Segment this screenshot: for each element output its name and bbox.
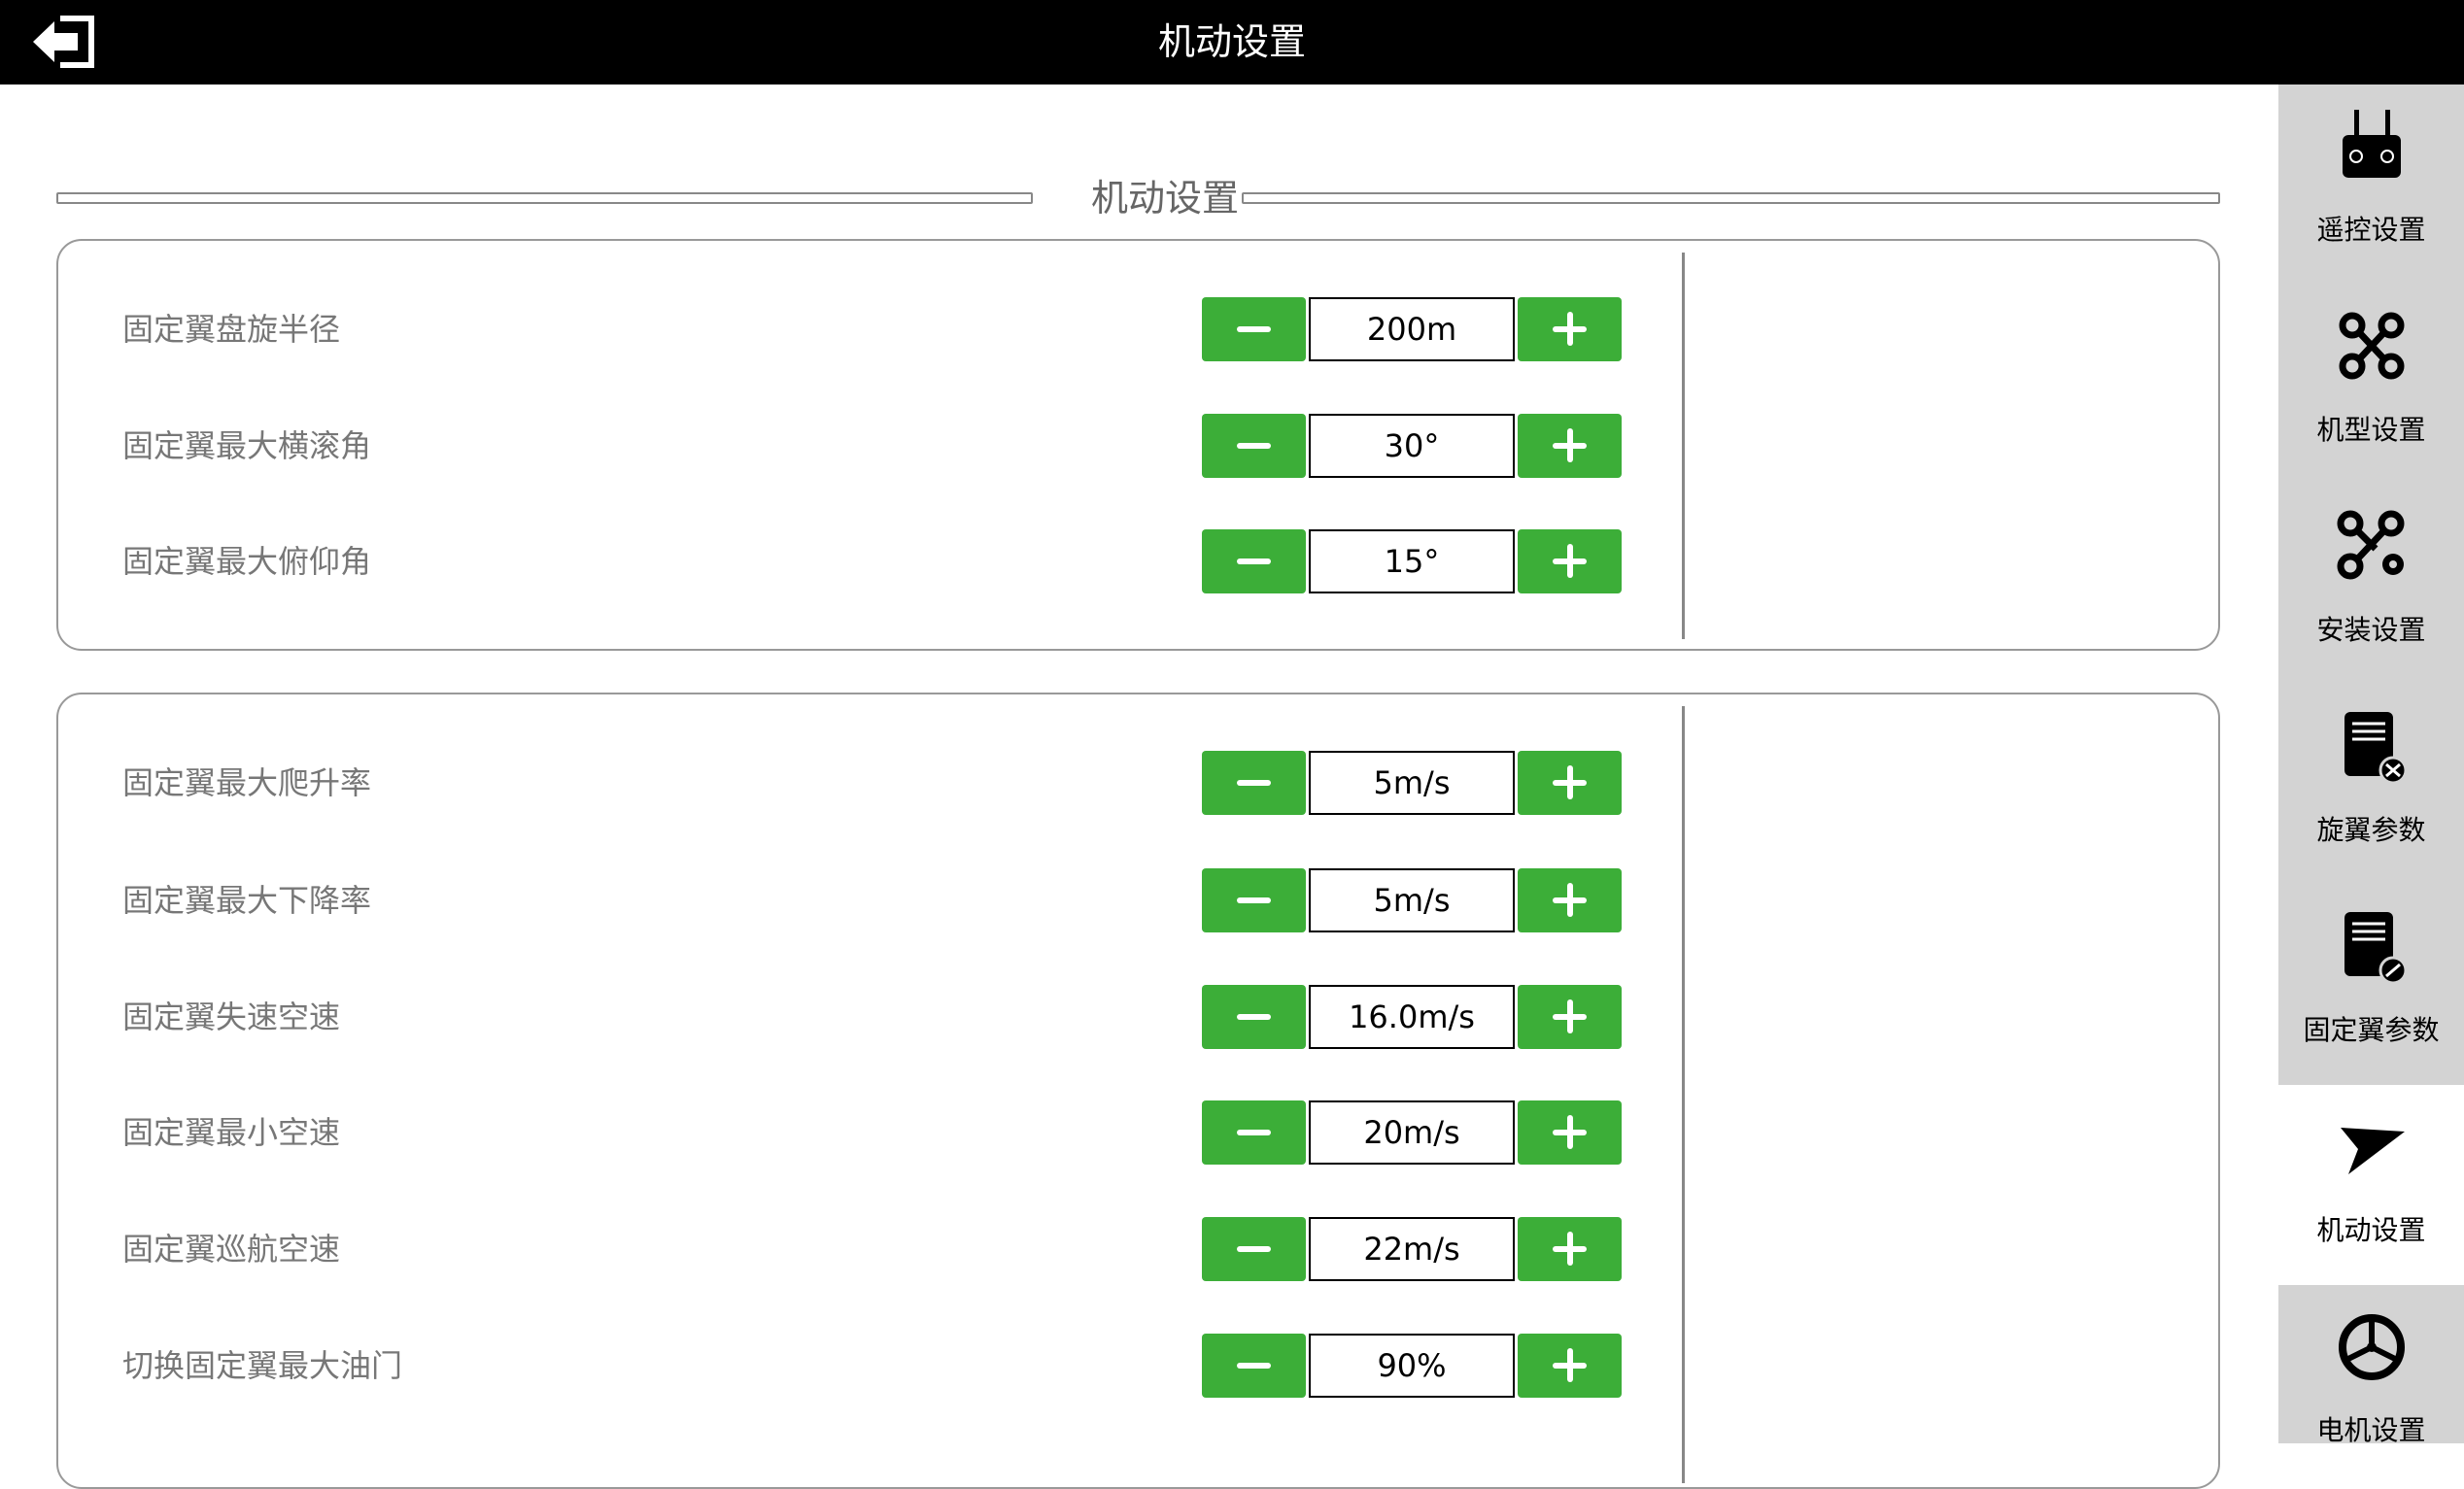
value-field[interactable]: 200m — [1309, 297, 1515, 361]
decrement-button[interactable] — [1202, 985, 1306, 1049]
decrement-button[interactable] — [1202, 751, 1306, 815]
quadcopter-icon — [2339, 312, 2405, 380]
plus-icon-vertical — [1567, 312, 1573, 346]
value-field[interactable]: 5m/s — [1309, 751, 1515, 815]
sidebar-item-rotor-params[interactable]: 旋翼参数 — [2278, 685, 2464, 885]
setting-label: 固定翼最小空速 — [122, 1114, 341, 1151]
back-arrow-icon — [33, 16, 94, 68]
minus-icon — [1237, 558, 1271, 564]
sidebar-item-motor[interactable]: 电机设置 — [2278, 1285, 2464, 1485]
increment-button[interactable] — [1518, 529, 1622, 593]
sidebar-item-label: 旋翼参数 — [2316, 814, 2426, 846]
decrement-button[interactable] — [1202, 868, 1306, 932]
divider — [1682, 253, 1685, 639]
setting-row: 固定翼最大下降率 5m/s — [58, 868, 1710, 932]
increment-button[interactable] — [1518, 297, 1622, 361]
minus-icon — [1237, 443, 1271, 449]
value-field[interactable]: 20m/s — [1309, 1100, 1515, 1165]
value-field[interactable]: 30° — [1309, 414, 1515, 478]
sidebar-item-label: 遥控设置 — [2316, 214, 2426, 246]
setting-row: 固定翼最大俯仰角 15° — [58, 529, 1710, 593]
plus-icon-vertical — [1567, 544, 1573, 578]
setting-row: 固定翼盘旋半径 200m — [58, 297, 1710, 361]
sidebar-item-drone-gear[interactable]: 安装设置 — [2278, 485, 2464, 685]
page-title: 机动设置 — [1157, 20, 1306, 63]
minus-icon — [1237, 897, 1271, 903]
setting-label: 固定翼最大俯仰角 — [122, 543, 372, 580]
minus-icon — [1237, 1363, 1271, 1369]
value-field[interactable]: 22m/s — [1309, 1217, 1515, 1281]
plus-icon-vertical — [1567, 883, 1573, 917]
sidebar-item-label: 安装设置 — [2316, 614, 2426, 646]
minus-icon — [1237, 326, 1271, 332]
sidebar-item-remote-controller[interactable]: 遥控设置 — [2278, 85, 2464, 285]
divider — [56, 192, 1033, 204]
setting-row: 固定翼最大横滚角 30° — [58, 414, 1710, 478]
sidebar-item-label: 机型设置 — [2316, 414, 2426, 446]
minus-icon — [1237, 1130, 1271, 1135]
fixed-wing-params-icon — [2344, 912, 2407, 984]
sidebar-item-label: 机动设置 — [2316, 1214, 2426, 1246]
header: 机动设置 — [0, 0, 2464, 85]
setting-label: 固定翼最大横滚角 — [122, 427, 372, 464]
maneuver-icon — [2341, 1128, 2405, 1174]
setting-row: 固定翼最小空速 20m/s — [58, 1100, 1710, 1165]
decrement-button[interactable] — [1202, 1334, 1306, 1398]
decrement-button[interactable] — [1202, 529, 1306, 593]
divider — [1242, 192, 2220, 204]
value-field[interactable]: 15° — [1309, 529, 1515, 593]
drone-gear-icon — [2337, 510, 2405, 580]
increment-button[interactable] — [1518, 1217, 1622, 1281]
plus-icon-vertical — [1567, 428, 1573, 462]
sidebar-item-maneuver[interactable]: 机动设置 — [2278, 1085, 2464, 1285]
setting-row: 固定翼最大爬升率 5m/s — [58, 751, 1710, 815]
sidebar-item-label: 电机设置 — [2316, 1414, 2426, 1446]
decrement-button[interactable] — [1202, 297, 1306, 361]
remote-controller-icon — [2343, 110, 2401, 178]
rotor-params-icon — [2344, 712, 2407, 784]
plus-icon-vertical — [1567, 765, 1573, 799]
value-field[interactable]: 5m/s — [1309, 868, 1515, 932]
setting-label: 固定翼失速空速 — [122, 998, 341, 1035]
plus-icon-vertical — [1567, 999, 1573, 1033]
plus-icon-vertical — [1567, 1348, 1573, 1382]
setting-label: 固定翼最大爬升率 — [122, 764, 372, 801]
sidebar-item-fixed-wing-params[interactable]: 固定翼参数 — [2278, 885, 2464, 1085]
plus-icon-vertical — [1567, 1232, 1573, 1266]
increment-button[interactable] — [1518, 868, 1622, 932]
sidebar: 遥控设置机型设置安装设置旋翼参数固定翼参数机动设置电机设置 — [2278, 85, 2464, 1446]
decrement-button[interactable] — [1202, 1217, 1306, 1281]
setting-label: 切换固定翼最大油门 — [122, 1347, 403, 1384]
sidebar-item-label: 固定翼参数 — [2303, 1014, 2440, 1046]
setting-row: 固定翼失速空速 16.0m/s — [58, 985, 1710, 1049]
increment-button[interactable] — [1518, 414, 1622, 478]
minus-icon — [1237, 780, 1271, 786]
setting-label: 固定翼最大下降率 — [122, 882, 372, 919]
decrement-button[interactable] — [1202, 1100, 1306, 1165]
minus-icon — [1237, 1246, 1271, 1252]
divider — [1682, 706, 1685, 1483]
decrement-button[interactable] — [1202, 414, 1306, 478]
increment-button[interactable] — [1518, 1100, 1622, 1165]
minus-icon — [1237, 1014, 1271, 1020]
motor-icon — [2339, 1314, 2405, 1380]
plus-icon-vertical — [1567, 1115, 1573, 1149]
setting-row: 切换固定翼最大油门 90% — [58, 1334, 1710, 1398]
value-field[interactable]: 90% — [1309, 1334, 1515, 1398]
setting-label: 固定翼盘旋半径 — [122, 311, 341, 348]
value-field[interactable]: 16.0m/s — [1309, 985, 1515, 1049]
back-button[interactable] — [29, 16, 97, 68]
settings-panel-speed: 固定翼最大爬升率 5m/s 固定翼最大下降率 5m/s 固定翼失速空速 16.0… — [56, 693, 2220, 1489]
settings-panel-attitude: 固定翼盘旋半径 200m 固定翼最大横滚角 30° 固定翼最大俯仰角 15° — [56, 239, 2220, 651]
setting-label: 固定翼巡航空速 — [122, 1231, 341, 1268]
setting-row: 固定翼巡航空速 22m/s — [58, 1217, 1710, 1281]
sidebar-item-quadcopter[interactable]: 机型设置 — [2278, 285, 2464, 485]
increment-button[interactable] — [1518, 751, 1622, 815]
increment-button[interactable] — [1518, 985, 1622, 1049]
increment-button[interactable] — [1518, 1334, 1622, 1398]
section-title: 机动设置 — [1091, 177, 1240, 220]
